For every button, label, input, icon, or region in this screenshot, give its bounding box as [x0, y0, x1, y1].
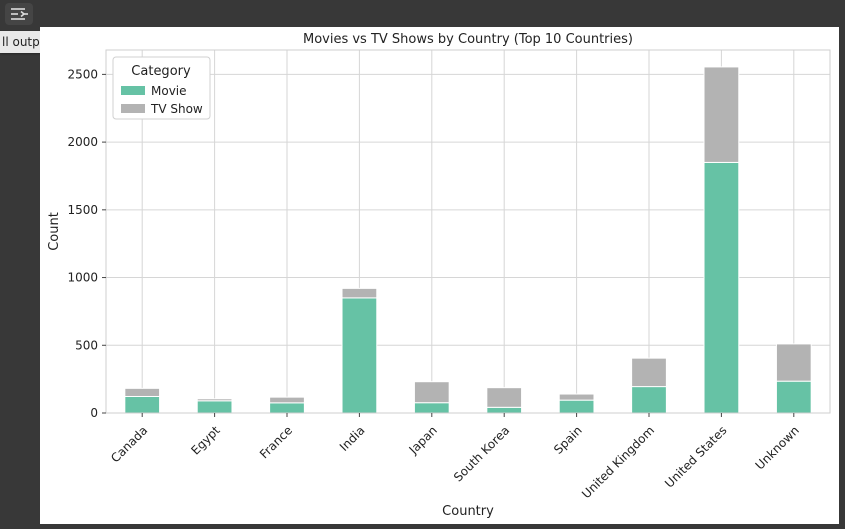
x-tick-label: Unknown	[753, 423, 802, 472]
cell-output-area: 0 500 1000 1500 2000 2500 Canada Egypt France Ind…	[40, 27, 839, 524]
bar-movie	[558, 399, 595, 414]
bar-tv-show	[775, 343, 812, 382]
y-tick-label: 2000	[67, 135, 98, 149]
output-actions-button[interactable]	[5, 3, 33, 25]
bar-tv-show	[413, 381, 450, 404]
bar-movie	[486, 406, 523, 414]
ticks-layer: 0 500 1000 1500 2000 2500 Canada Egypt France Ind…	[67, 67, 801, 501]
legend: Category Movie TV Show	[112, 56, 211, 120]
bar-movie	[631, 386, 667, 414]
x-tick-label: Canada	[108, 423, 150, 465]
bar-movie	[269, 402, 305, 414]
y-tick-label: 0	[90, 406, 98, 420]
x-tick-label: Spain	[551, 423, 585, 457]
bar-movie	[341, 297, 378, 414]
bar-movie	[413, 402, 450, 414]
x-tick-label: South Korea	[451, 423, 512, 484]
bars-layer	[124, 66, 812, 414]
chart-title: Movies vs TV Shows by Country (Top 10 Co…	[303, 32, 633, 47]
legend-title: Category	[131, 64, 191, 79]
bar-tv-show	[124, 387, 161, 397]
x-tick-label: India	[337, 423, 368, 454]
bar-movie	[775, 380, 812, 414]
legend-label-tv-show: TV Show	[150, 102, 203, 116]
y-tick-label: 1500	[67, 203, 98, 217]
bar-tv-show	[269, 396, 305, 404]
y-axis-label: Count	[47, 212, 62, 251]
y-tick-label: 1000	[67, 271, 98, 285]
bar-tv-show	[196, 398, 233, 402]
bar-movie	[124, 395, 161, 414]
x-axis-label: Country	[442, 504, 494, 519]
x-tick-label: Japan	[406, 423, 440, 457]
bar-tv-show	[631, 357, 667, 388]
x-tick-label: France	[257, 423, 295, 461]
legend-label-movie: Movie	[151, 84, 187, 98]
collapse-output-icon	[9, 6, 29, 22]
y-tick-label: 500	[75, 338, 98, 352]
bar-movie	[703, 161, 740, 414]
bar-tv-show	[703, 66, 740, 163]
x-tick-label: United States	[662, 423, 729, 490]
legend-swatch-tv-show	[121, 104, 145, 113]
plot-frame	[105, 49, 831, 414]
bar-tv-show	[341, 287, 378, 299]
bar-movie	[196, 400, 233, 414]
bar-tv-show	[558, 393, 595, 401]
bar-tv-show	[486, 387, 523, 408]
stacked-bar-chart: 0 500 1000 1500 2000 2500 Canada Egypt France Ind…	[47, 32, 831, 519]
legend-swatch-movie	[121, 86, 145, 95]
y-tick-label: 2500	[67, 67, 98, 81]
x-tick-label: Egypt	[188, 423, 223, 458]
x-tick-label: United Kingdom	[579, 423, 657, 501]
legend-box	[112, 56, 211, 120]
